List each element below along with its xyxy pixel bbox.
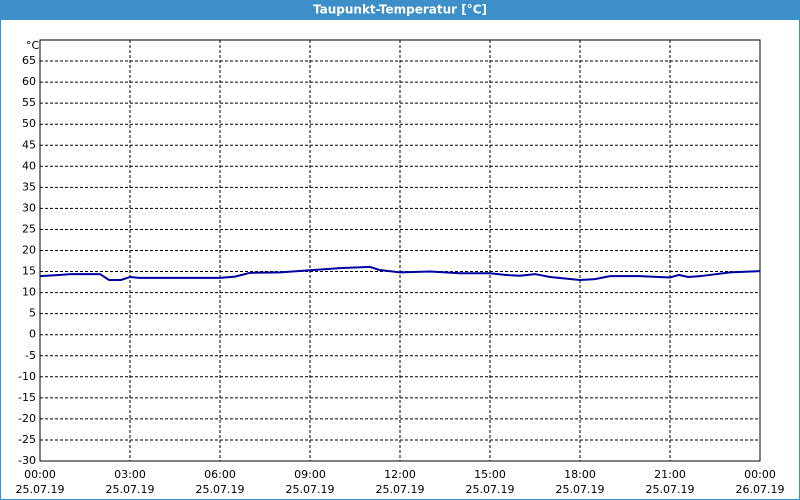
x-tick-date: 25.07.19 [646, 483, 695, 496]
x-tick-date: 25.07.19 [376, 483, 425, 496]
y-tick-label: -15 [18, 391, 36, 404]
x-tick-label: 09:00 [294, 468, 326, 481]
y-tick-label: 35 [22, 180, 36, 193]
y-tick-label: -5 [25, 349, 36, 362]
y-tick-label: 15 [22, 265, 36, 278]
x-tick-date: 25.07.19 [466, 483, 515, 496]
title-bar [0, 0, 800, 20]
x-tick-label: 03:00 [114, 468, 146, 481]
y-tick-label: 25 [22, 222, 36, 235]
x-tick-date: 25.07.19 [556, 483, 605, 496]
y-tick-label: 65 [22, 54, 36, 67]
y-tick-label: -25 [18, 433, 36, 446]
x-tick-label: 15:00 [474, 468, 506, 481]
y-tick-label: 40 [22, 159, 36, 172]
x-tick-label: 21:00 [654, 468, 686, 481]
x-tick-label: 00:00 [744, 468, 776, 481]
y-tick-label: 55 [22, 96, 36, 109]
y-tick-label: 20 [22, 244, 36, 257]
y-tick-label: 5 [29, 307, 36, 320]
y-tick-label: 50 [22, 117, 36, 130]
y-tick-label: 10 [22, 286, 36, 299]
y-unit: °C [26, 39, 40, 52]
x-tick-date: 25.07.19 [196, 483, 245, 496]
y-tick-label: -20 [18, 412, 36, 425]
x-tick-date: 25.07.19 [16, 483, 65, 496]
x-tick-label: 18:00 [564, 468, 596, 481]
chart-title: Taupunkt-Temperatur [°C] [313, 3, 487, 17]
plot-border [39, 39, 761, 462]
y-tick-label: 60 [22, 75, 36, 88]
x-tick-date: 25.07.19 [286, 483, 335, 496]
y-tick-label: -30 [18, 454, 36, 467]
x-tick-label: 00:00 [24, 468, 56, 481]
x-tick-label: 12:00 [384, 468, 416, 481]
data-line [39, 265, 761, 281]
y-tick-label: 45 [22, 138, 36, 151]
y-tick-label: 0 [29, 328, 36, 341]
y-tick-label: 30 [22, 201, 36, 214]
x-tick-label: 06:00 [204, 468, 236, 481]
y-tick-label: -10 [18, 370, 36, 383]
x-tick-date: 26.07.19 [736, 483, 785, 496]
x-tick-date: 25.07.19 [106, 483, 155, 496]
